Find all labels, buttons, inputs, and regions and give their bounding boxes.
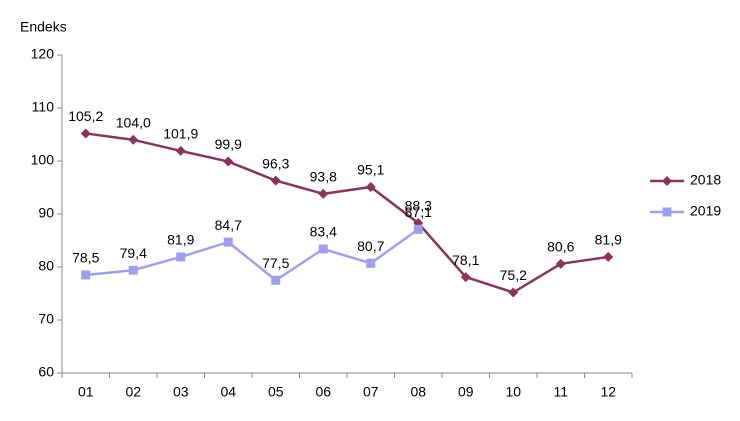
- data-label: 104,0: [116, 115, 151, 131]
- x-tick-label: 03: [173, 384, 189, 400]
- x-tick-label: 12: [600, 384, 616, 400]
- x-tick-label: 06: [315, 384, 331, 400]
- legend-label: 2018: [690, 172, 721, 188]
- series-line: [85, 132, 609, 294]
- legend-marker: [662, 176, 672, 186]
- data-label: 81,9: [167, 232, 194, 248]
- x-tick-label: 02: [125, 384, 141, 400]
- data-label: 95,1: [357, 162, 384, 178]
- x-tick-label: 05: [268, 384, 284, 400]
- x-tick-label: 04: [220, 384, 236, 400]
- y-axis-label: Endeks: [20, 19, 67, 35]
- point: [508, 287, 519, 298]
- point: [366, 258, 376, 268]
- series-line: [85, 228, 419, 282]
- data-label: 77,5: [262, 255, 289, 271]
- data-label: 78,1: [452, 252, 479, 268]
- point: [365, 181, 376, 192]
- y-tick-label: 70: [38, 311, 54, 327]
- y-tick-label: 90: [38, 205, 54, 221]
- x-tick-label: 01: [78, 384, 94, 400]
- y-tick-label: 110: [32, 99, 55, 115]
- point: [81, 270, 91, 280]
- x-tick-label: 08: [410, 384, 426, 400]
- data-label: 81,9: [595, 232, 622, 248]
- y-tick-label: 80: [38, 258, 54, 274]
- x-tick-label: 09: [458, 384, 474, 400]
- point: [318, 188, 329, 199]
- point: [223, 156, 234, 167]
- point: [223, 237, 233, 247]
- point: [176, 252, 186, 262]
- point: [270, 175, 281, 186]
- data-label: 78,5: [72, 250, 99, 266]
- data-label: 101,9: [163, 126, 198, 142]
- x-tick-label: 07: [363, 384, 379, 400]
- point: [128, 134, 139, 145]
- y-tick-label: 120: [31, 46, 55, 62]
- data-label: 96,3: [262, 155, 289, 171]
- data-label: 80,7: [357, 238, 384, 254]
- data-label: 93,8: [310, 169, 337, 185]
- point: [271, 275, 281, 285]
- point: [555, 258, 566, 269]
- point: [175, 145, 186, 156]
- point: [80, 128, 91, 139]
- point: [318, 244, 328, 254]
- point: [413, 224, 423, 234]
- data-label: 80,6: [547, 239, 574, 255]
- data-label: 79,4: [120, 245, 147, 261]
- point: [128, 265, 138, 275]
- data-label: 87,1: [405, 204, 432, 220]
- x-tick-label: 11: [553, 384, 568, 400]
- point: [460, 272, 471, 283]
- data-label: 99,9: [215, 136, 242, 152]
- legend-marker: [662, 207, 672, 217]
- y-tick-label: 60: [38, 364, 54, 380]
- data-label: 83,4: [310, 224, 337, 240]
- point: [603, 251, 614, 262]
- legend-label: 2019: [690, 203, 721, 219]
- data-label: 84,7: [215, 217, 242, 233]
- data-label: 75,2: [500, 267, 527, 283]
- y-tick-label: 100: [31, 152, 55, 168]
- x-tick-label: 10: [505, 384, 521, 400]
- data-label: 105,2: [68, 108, 103, 124]
- data-label: 88,3: [405, 198, 432, 214]
